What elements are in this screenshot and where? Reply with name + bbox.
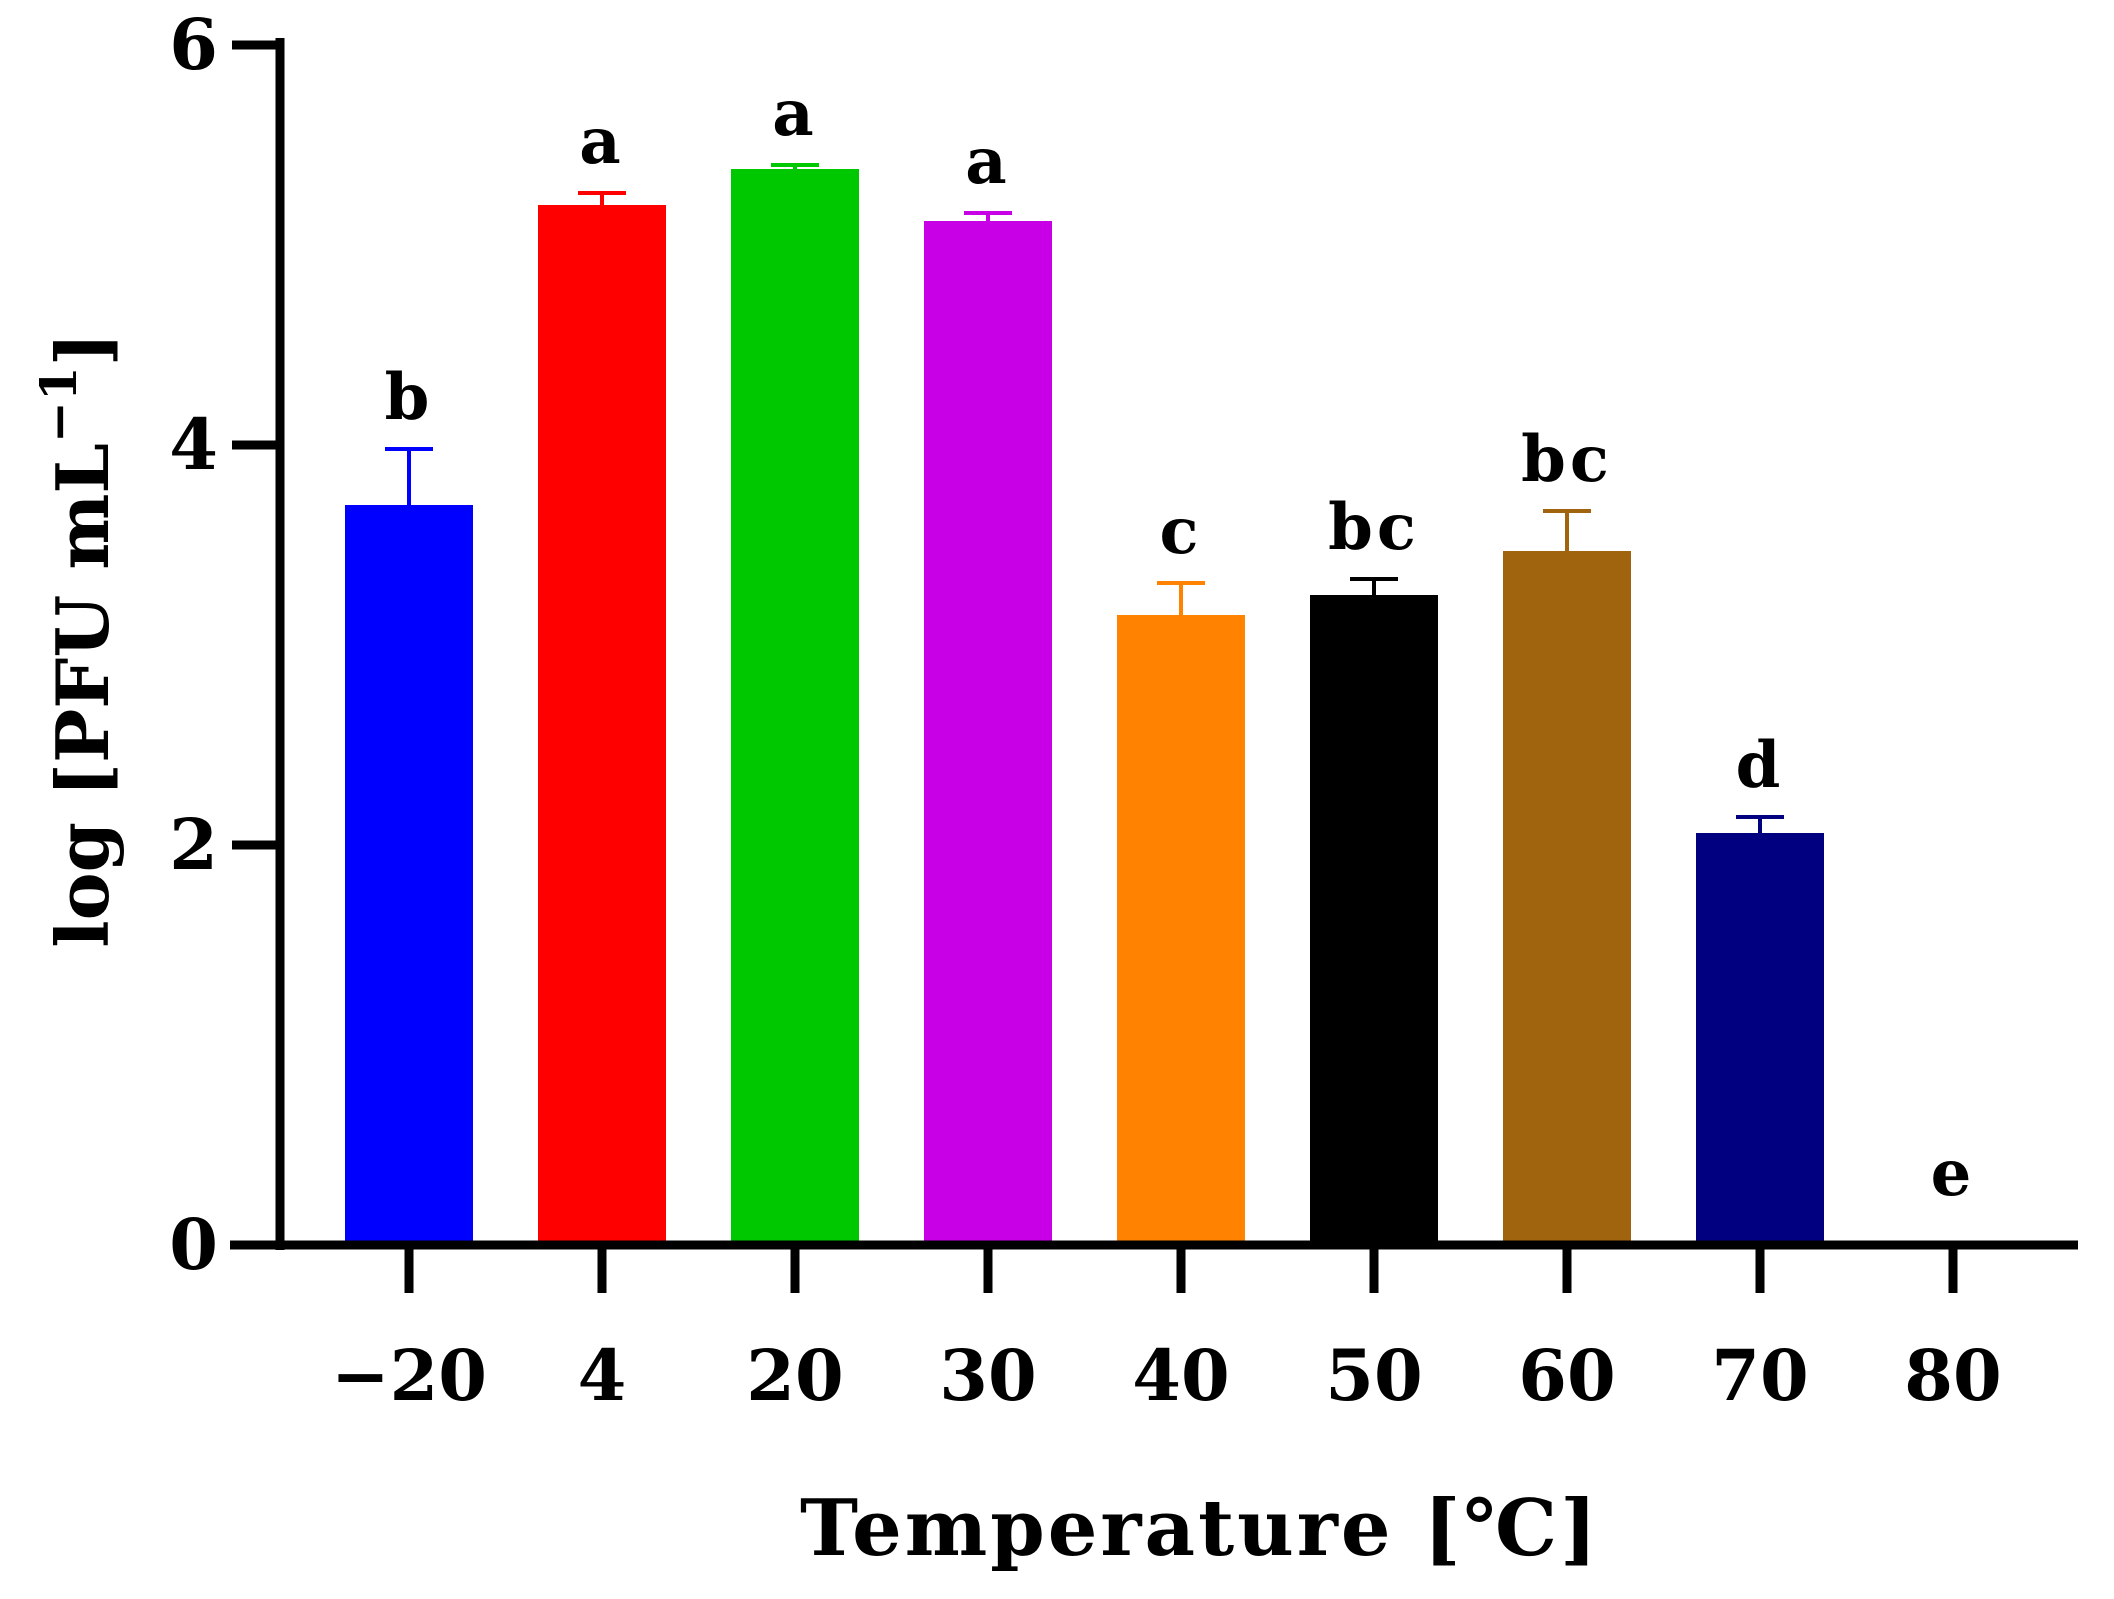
bar [731, 169, 859, 1245]
error-bars-layer [385, 163, 1784, 835]
x-ticks-layer: −20 4 20 30 40 50 60 70 80 [331, 1245, 2002, 1417]
bar [1696, 833, 1824, 1245]
x-tick-label: 20 [746, 1334, 843, 1417]
y-axis-label: log [PFU mL−1] [29, 332, 125, 948]
y-tick-label: 6 [169, 3, 218, 86]
bars-layer [345, 169, 1824, 1245]
significance-letter: d [1736, 728, 1785, 803]
x-tick-label: 60 [1518, 1334, 1615, 1417]
bar [538, 205, 666, 1245]
significance-letter: b [385, 360, 434, 435]
x-tick-label: −20 [331, 1334, 487, 1417]
x-tick-label: 70 [1711, 1334, 1808, 1417]
x-tick-label: 30 [939, 1334, 1036, 1417]
y-tick-label: 2 [169, 803, 218, 886]
bar [1310, 595, 1438, 1245]
y-axis-label-exponent: −1 [29, 366, 88, 443]
y-ticks-layer: 0 2 4 6 [169, 3, 284, 1286]
significance-letter: a [772, 76, 817, 151]
y-axis-label-close: ] [40, 332, 125, 366]
significance-letter: a [965, 124, 1010, 199]
significance-letter: bc [1328, 490, 1420, 565]
bar [1117, 615, 1245, 1245]
y-tick-label: 0 [169, 1203, 218, 1286]
significance-letter: bc [1521, 422, 1613, 497]
x-tick-label: 40 [1132, 1334, 1229, 1417]
significance-letters-layer: b a a a c bc bc d e [385, 76, 1976, 1211]
x-tick-label: 4 [578, 1334, 627, 1417]
significance-letter: c [1160, 494, 1203, 569]
bar [1503, 551, 1631, 1245]
significance-letter: a [579, 104, 624, 179]
y-axis-label-main: log [PFU mL [40, 443, 125, 948]
x-axis-label: Temperature [℃] [800, 1483, 1600, 1574]
y-tick-label: 4 [169, 403, 218, 486]
significance-letter: e [1931, 1136, 1976, 1211]
x-tick-label: 80 [1904, 1334, 2001, 1417]
bar [924, 221, 1052, 1245]
x-tick-label: 50 [1325, 1334, 1422, 1417]
bar [345, 505, 473, 1245]
